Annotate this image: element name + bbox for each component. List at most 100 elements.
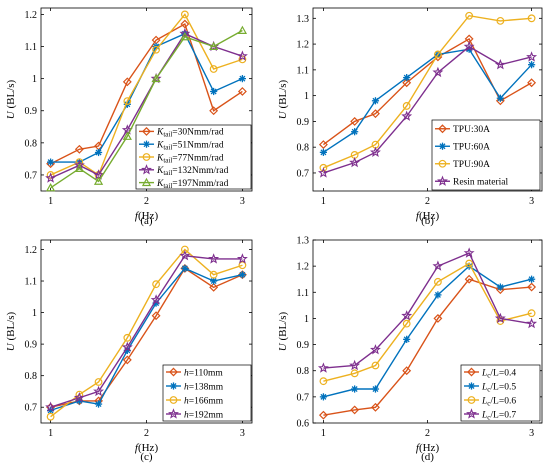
- legend-label: Lc/L=0.7: [481, 410, 516, 421]
- legend-marker: [169, 367, 178, 377]
- legend-label: TPU:90A: [453, 160, 490, 170]
- x-axis-label: f(Hz): [416, 442, 440, 454]
- y-tick-label: 0.8: [25, 371, 38, 382]
- y-tick-label: 1: [32, 308, 37, 319]
- data-point: [527, 14, 536, 23]
- panel-d: 0.6 0.7 0.8 0.9 1 1.1 1.2 1.3 1 2 3 f(Hz) U (BL/s) (d…: [277, 236, 543, 463]
- legend-label: Resin material: [453, 178, 508, 188]
- legend-label: Lc/L=0.6: [481, 396, 516, 407]
- data-point: [494, 58, 506, 70]
- x-axis-label: f(Hz): [135, 210, 159, 222]
- data-point: [123, 333, 132, 342]
- legend-label: Lc/L=0.5: [481, 382, 516, 393]
- panel-b: 0.7 0.8 0.9 1 1.1 1.2 1.3 1 2 3 f(Hz) U (BL/s) (b) TP…: [277, 7, 543, 227]
- x-tick-label: 2: [425, 196, 430, 207]
- data-point: [351, 385, 359, 393]
- data-point: [527, 61, 536, 69]
- legend-entry: Lc/L=0.5: [464, 382, 516, 393]
- legend-box: [460, 364, 541, 422]
- legend-marker: [169, 396, 178, 404]
- data-point: [122, 131, 132, 140]
- legend-label: Ktail=132Nmm/rad: [156, 166, 229, 177]
- series-4: [45, 250, 248, 412]
- y-tick-label: 0.9: [297, 340, 310, 351]
- data-point: [93, 176, 104, 185]
- x-tick-label: 3: [240, 196, 245, 207]
- y-tick-label: 1: [32, 74, 37, 85]
- panel-a: 0.7 0.8 0.9 1 1.1 1.2 1 2 3 f(Hz) U (BL/s) (a) Ktail…: [5, 7, 253, 227]
- legend-entry: h=110mm: [166, 367, 223, 378]
- data-point: [401, 110, 413, 121]
- y-tick-label: 1.2: [297, 262, 310, 273]
- data-point: [371, 97, 380, 105]
- legend-entry: TPU:60A: [435, 143, 490, 153]
- legend-label: Lc/L=0.4: [481, 368, 516, 379]
- data-point: [496, 94, 504, 102]
- series-4: [317, 40, 538, 178]
- data-point: [45, 401, 57, 412]
- data-point: [45, 172, 57, 183]
- y-tick-label: 0.9: [25, 106, 38, 117]
- legend-entry: Lc/L=0.4: [464, 367, 516, 379]
- data-point: [74, 144, 84, 154]
- data-point: [463, 247, 475, 258]
- y-tick-label: 1: [304, 314, 309, 325]
- legend-label: h=192mm: [184, 410, 224, 420]
- data-point: [403, 73, 411, 82]
- data-point: [209, 282, 219, 292]
- data-point: [46, 158, 55, 166]
- legend-entry: Ktail=77Nmm/rad: [139, 153, 224, 164]
- x-tick-label: 3: [240, 428, 245, 439]
- y-tick-label: 1.3: [297, 14, 310, 25]
- legend-box: [162, 364, 252, 422]
- data-point: [180, 10, 189, 19]
- x-tick-label: 1: [48, 196, 53, 207]
- data-point: [319, 393, 328, 401]
- legend: Lc/L=0.4 Lc/L=0.5 Lc/L=0.6 Lc/L=0.7: [460, 364, 541, 422]
- legend-marker: [467, 382, 476, 390]
- data-point: [209, 65, 218, 73]
- data-point: [318, 140, 328, 150]
- data-point: [236, 50, 248, 61]
- y-tick-label: 0.8: [297, 143, 310, 154]
- series-3: [46, 245, 247, 421]
- data-point: [433, 313, 443, 323]
- data-point: [317, 362, 329, 373]
- y-tick-label: 0.7: [297, 168, 310, 179]
- data-point: [402, 319, 411, 328]
- y-tick-label: 1.1: [25, 42, 38, 53]
- y-tick-label: 0.8: [25, 138, 38, 149]
- legend-entry: h=192mm: [166, 408, 224, 420]
- legend-label: h=138mm: [184, 382, 224, 392]
- legend-label: TPU:30A: [453, 125, 490, 135]
- x-tick-label: 3: [529, 196, 534, 207]
- data-point: [319, 163, 328, 172]
- data-point: [465, 259, 474, 268]
- x-tick-label: 3: [529, 428, 534, 439]
- data-point: [402, 366, 412, 376]
- legend-marker: [141, 164, 152, 175]
- legend: h=110mm h=138mm h=166mm h=192mm: [162, 364, 252, 422]
- x-tick-label: 1: [321, 196, 326, 207]
- legend-entry: h=138mm: [166, 382, 224, 392]
- legend-entry: Resin material: [435, 175, 508, 188]
- y-tick-label: 0.6: [297, 419, 310, 430]
- legend-box: [431, 119, 541, 191]
- legend-marker: [438, 124, 447, 134]
- data-point: [371, 385, 380, 393]
- data-point: [351, 128, 359, 136]
- y-tick-label: 0.7: [25, 403, 38, 414]
- data-point: [371, 361, 380, 370]
- data-point: [319, 377, 328, 386]
- legend-marker: [467, 396, 476, 404]
- x-tick-label: 1: [321, 428, 326, 439]
- data-point: [238, 75, 247, 83]
- legend-marker: [142, 140, 151, 148]
- x-axis-label: f(Hz): [135, 442, 159, 454]
- legend-marker: [141, 177, 152, 187]
- data-point: [403, 335, 411, 343]
- data-point: [238, 271, 247, 279]
- y-tick-label: 1.1: [25, 277, 38, 288]
- data-point: [73, 159, 85, 170]
